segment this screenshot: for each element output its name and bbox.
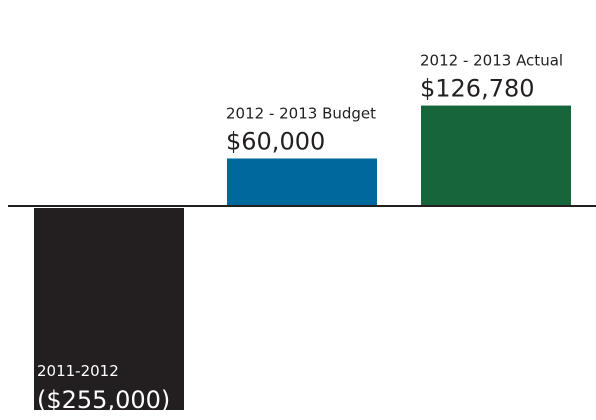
category-label-2012-2013-budget: 2012 - 2013 Budget (226, 104, 376, 122)
bar-2011-2012 (34, 208, 184, 410)
labels-group: 2011-2012 ($255,000) 2012 - 2013 Budget $60… (37, 52, 563, 414)
bar-2012-2013-budget (227, 158, 377, 206)
category-label-2011-2012: 2011-2012 (37, 362, 119, 380)
bar-2012-2013-actual (421, 105, 571, 206)
value-label-2012-2013-budget: $60,000 (226, 127, 325, 155)
category-label-2012-2013-actual: 2012 - 2013 Actual (420, 52, 563, 70)
bars-group (34, 105, 571, 410)
value-label-2011-2012: ($255,000) (37, 386, 170, 414)
value-label-2012-2013-actual: $126,780 (420, 75, 535, 103)
